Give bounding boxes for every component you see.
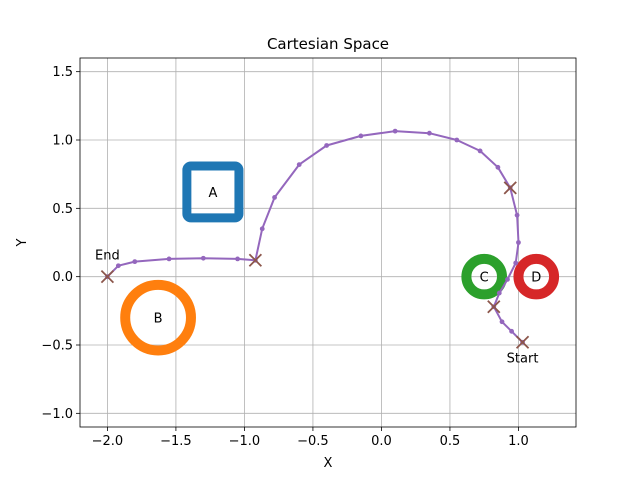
trajectory-point [499,319,505,325]
trajectory-point [272,195,277,200]
trajectory-point [166,256,172,262]
obstacle-c-ring [461,253,508,300]
grid [80,58,576,427]
trajectory-point [235,256,240,262]
x-tick-label: −1.0 [229,434,261,449]
x-tick-label: −0.5 [297,434,329,449]
plot-frame [79,57,577,428]
trajectory-point [496,290,502,296]
y-tick-label: 1.5 [52,65,73,80]
trajectory-point [454,137,460,143]
trajectory-point [358,133,364,139]
trajectory-point [477,148,483,154]
trajectory-point [200,255,206,261]
y-tick-label: −1.0 [41,407,73,422]
trajectory-point [516,240,521,245]
trajectory-point [259,226,265,232]
trajectory-point [514,212,520,218]
trajectory-point [132,259,138,265]
waypoints: Start End [95,181,539,366]
trajectory-point [509,328,515,334]
obstacle-a-square [182,161,244,223]
waypoint-marker [248,253,263,267]
obstacle-a-label: A [208,186,217,201]
trajectory-point [392,128,398,134]
x-tick-label: −2.0 [92,434,124,449]
waypoint-marker [100,270,115,284]
waypoint-label-start: Start [507,351,539,366]
x-axis-label: X [324,456,333,471]
obstacle-c-label: C [480,271,489,286]
y-tick-label: −0.5 [41,339,73,354]
trajectory-point [296,162,302,168]
y-tick-label: 1.0 [52,134,73,149]
obstacle-b-label: B [154,312,163,327]
y-tick-label: 0.0 [52,270,73,285]
obstacle-d-label: D [531,271,541,286]
obstacle-d-ring [513,253,560,300]
x-tick-label: 1.0 [508,434,529,449]
trajectory-point [505,277,510,282]
waypoint-marker [503,181,517,195]
trajectory-point [513,260,519,266]
waypoint-marker [515,335,530,349]
trajectory-point [324,143,330,148]
waypoint-label-end: End [95,249,120,264]
trajectory-point [115,263,121,269]
x-tick-label: −1.5 [160,434,192,449]
x-tick-label: 0.0 [371,434,392,449]
obstacles: A B C D [120,161,560,356]
waypoint-marker [487,300,501,314]
axis-ticks: −2.0 −1.5 −1.0 −0.5 0.0 0.5 1.0 −1.0 −0.5 0.0 0.5 1… [41,65,528,449]
trajectory-point [426,130,432,136]
y-axis-label: Y [15,238,30,247]
obstacle-b-ring [120,279,196,356]
y-tick-label: 0.5 [52,202,73,217]
trajectory-point [495,164,501,170]
x-tick-label: 0.5 [440,434,461,449]
chart-title: Cartesian Space [267,35,389,53]
